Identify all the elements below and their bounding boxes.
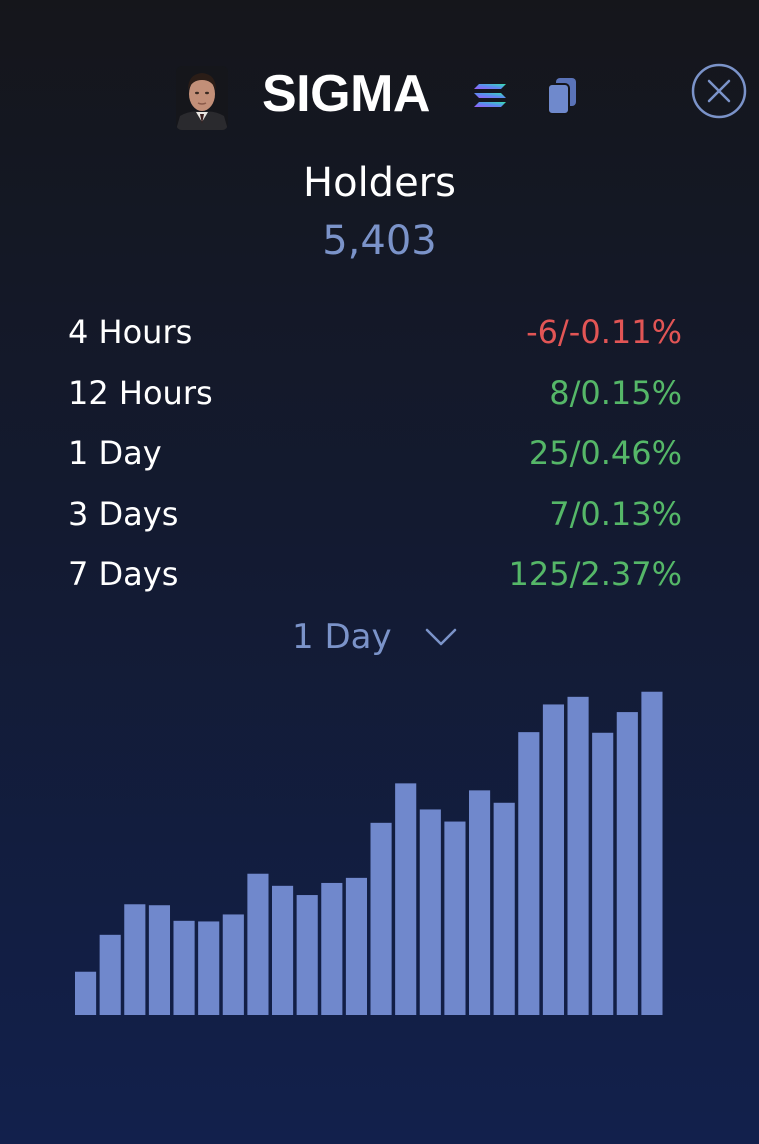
chart-bar [469,790,491,1015]
stat-row-1-day: 1 Day 25/0.46% [68,423,682,484]
chart-bar [75,971,97,1015]
stat-row-3-days: 3 Days 7/0.13% [68,484,682,545]
holders-bar-chart [75,691,663,1015]
copy-icon[interactable] [544,74,580,116]
token-header: SIGMA [0,62,759,132]
stat-row-4-hours: 4 Hours -6/-0.11% [68,302,682,363]
stat-row-12-hours: 12 Hours 8/0.15% [68,363,682,424]
chart-bar [419,809,441,1015]
chart-bar [272,885,294,1015]
solana-icon [472,82,508,110]
period-selected-label: 1 Day [292,617,392,657]
chart-bar [99,934,121,1015]
stat-change-value: 25/0.46% [528,434,682,473]
close-circle-icon [691,63,747,119]
chart-bar [493,802,515,1015]
chart-bar [395,783,417,1015]
chart-bar [641,691,663,1015]
period-dropdown[interactable]: 1 Day [292,612,458,662]
chart-bar [616,712,638,1015]
stat-change-value: 8/0.15% [549,373,682,412]
stat-label: 7 Days [68,555,179,594]
holders-label: Holders [303,160,456,206]
chart-bar [370,822,392,1015]
chart-bar [198,921,220,1015]
stat-label: 12 Hours [68,373,213,412]
chart-bar [444,821,466,1015]
chart-bar [345,877,368,1015]
holder-change-list: 4 Hours -6/-0.11% 12 Hours 8/0.15% 1 Day… [68,302,682,605]
chart-bar [148,905,171,1015]
chart-bar [542,704,565,1015]
chart-bar [173,920,195,1015]
person-portrait-icon [176,66,228,130]
holders-count: 5,403 [322,218,437,264]
chart-bar [592,732,614,1015]
chart-bar [567,696,589,1015]
chart-bar [296,895,318,1015]
stat-change-value: -6/-0.11% [526,313,682,352]
stat-label: 4 Hours [68,313,193,352]
chart-bar [222,914,244,1015]
stat-change-value: 125/2.37% [508,555,682,594]
chart-bar [518,732,540,1015]
close-button[interactable] [690,62,748,120]
stat-label: 3 Days [68,494,179,533]
stat-row-7-days: 7 Days 125/2.37% [68,544,682,605]
stat-label: 1 Day [68,434,162,473]
chart-bar [247,873,269,1015]
stat-change-value: 7/0.13% [549,494,682,533]
chevron-down-icon [425,628,456,646]
chart-bar [321,882,343,1015]
chart-bar [124,904,146,1015]
token-name: SIGMA [262,65,430,123]
